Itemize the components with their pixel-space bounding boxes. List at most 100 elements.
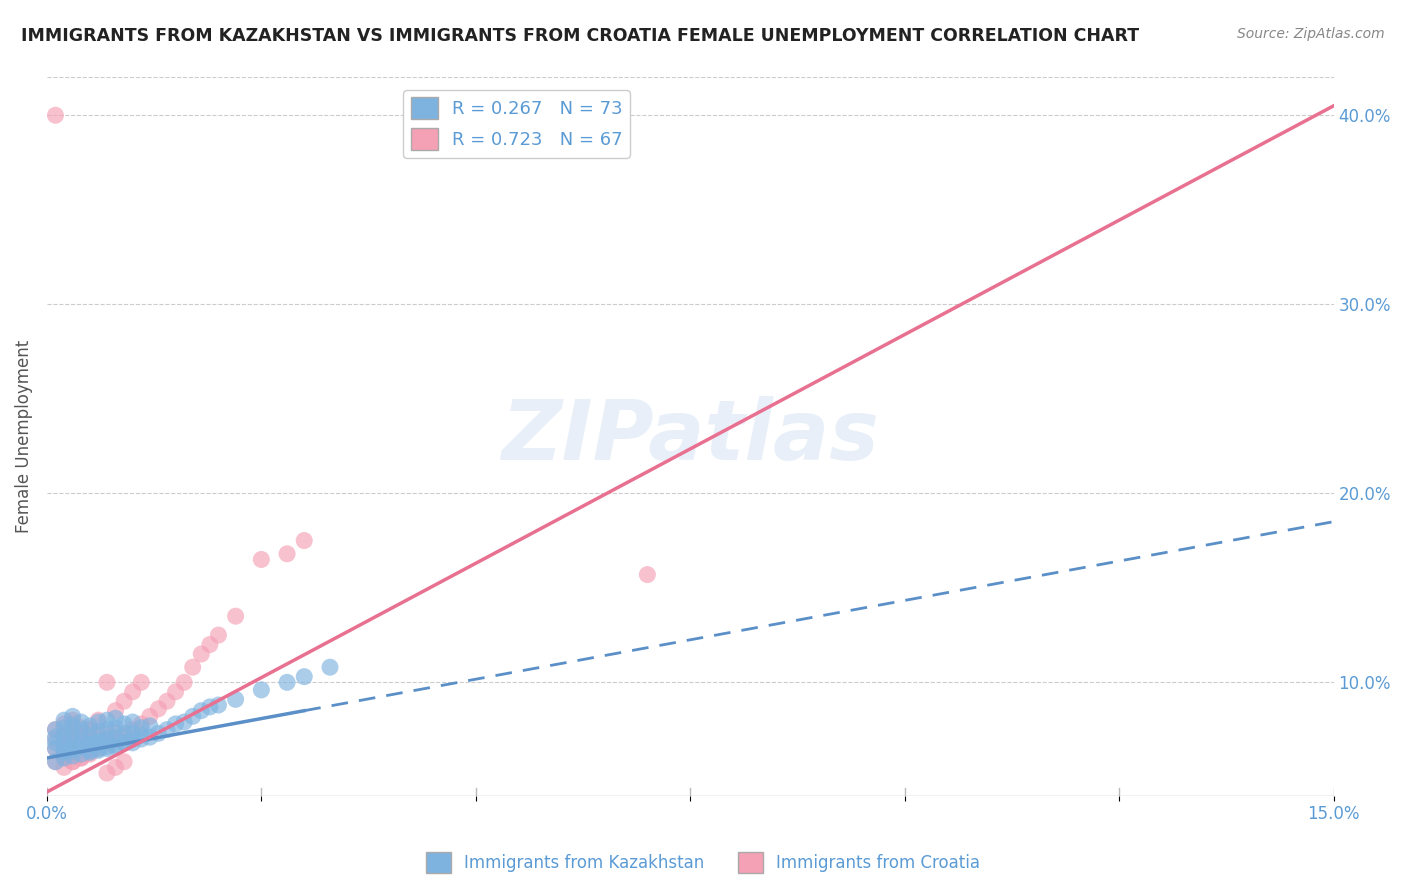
Point — [70, 721, 93, 735]
Point — [53, 743, 76, 757]
Point — [139, 730, 162, 744]
Point — [44, 755, 66, 769]
Point — [121, 685, 143, 699]
Point — [96, 739, 118, 754]
Point — [104, 721, 127, 735]
Point — [225, 692, 247, 706]
Text: IMMIGRANTS FROM KAZAKHSTAN VS IMMIGRANTS FROM CROATIA FEMALE UNEMPLOYMENT CORREL: IMMIGRANTS FROM KAZAKHSTAN VS IMMIGRANTS… — [21, 27, 1139, 45]
Point — [121, 723, 143, 737]
Point — [53, 751, 76, 765]
Point — [112, 694, 135, 708]
Point — [70, 747, 93, 761]
Point — [165, 685, 187, 699]
Point — [70, 739, 93, 754]
Point — [79, 741, 101, 756]
Point — [129, 721, 152, 735]
Point — [62, 755, 84, 769]
Point — [44, 741, 66, 756]
Point — [79, 728, 101, 742]
Point — [87, 734, 110, 748]
Point — [207, 628, 229, 642]
Point — [79, 743, 101, 757]
Point — [53, 745, 76, 759]
Point — [121, 714, 143, 729]
Point — [112, 755, 135, 769]
Point — [148, 702, 170, 716]
Point — [104, 704, 127, 718]
Point — [198, 700, 221, 714]
Point — [121, 736, 143, 750]
Point — [190, 647, 212, 661]
Point — [207, 698, 229, 712]
Point — [70, 730, 93, 744]
Point — [53, 713, 76, 727]
Point — [79, 738, 101, 752]
Point — [104, 726, 127, 740]
Point — [173, 714, 195, 729]
Point — [87, 714, 110, 729]
Point — [53, 726, 76, 740]
Point — [44, 741, 66, 756]
Point — [276, 547, 298, 561]
Point — [112, 726, 135, 740]
Point — [79, 732, 101, 747]
Point — [181, 660, 204, 674]
Point — [44, 730, 66, 744]
Point — [79, 747, 101, 761]
Point — [70, 751, 93, 765]
Point — [96, 732, 118, 747]
Legend: Immigrants from Kazakhstan, Immigrants from Croatia: Immigrants from Kazakhstan, Immigrants f… — [419, 846, 987, 880]
Point — [87, 728, 110, 742]
Point — [190, 704, 212, 718]
Point — [139, 709, 162, 723]
Point — [53, 747, 76, 761]
Y-axis label: Female Unemployment: Female Unemployment — [15, 340, 32, 533]
Point — [319, 660, 342, 674]
Point — [96, 741, 118, 756]
Point — [198, 638, 221, 652]
Point — [62, 741, 84, 756]
Legend: R = 0.267   N = 73, R = 0.723   N = 67: R = 0.267 N = 73, R = 0.723 N = 67 — [404, 90, 630, 158]
Point — [79, 745, 101, 759]
Point — [636, 567, 658, 582]
Point — [96, 726, 118, 740]
Point — [112, 717, 135, 731]
Point — [62, 755, 84, 769]
Point — [129, 732, 152, 747]
Point — [165, 717, 187, 731]
Point — [148, 726, 170, 740]
Point — [62, 739, 84, 754]
Point — [79, 723, 101, 737]
Point — [112, 728, 135, 742]
Point — [62, 713, 84, 727]
Point — [62, 719, 84, 733]
Point — [53, 717, 76, 731]
Point — [87, 741, 110, 756]
Point — [121, 726, 143, 740]
Point — [87, 724, 110, 739]
Point — [62, 726, 84, 740]
Point — [79, 719, 101, 733]
Point — [292, 670, 315, 684]
Point — [96, 766, 118, 780]
Point — [79, 736, 101, 750]
Text: ZIPatlas: ZIPatlas — [502, 396, 879, 477]
Point — [62, 743, 84, 757]
Point — [44, 736, 66, 750]
Point — [87, 738, 110, 752]
Point — [70, 728, 93, 742]
Point — [292, 533, 315, 548]
Point — [87, 741, 110, 756]
Point — [62, 717, 84, 731]
Point — [87, 736, 110, 750]
Point — [62, 709, 84, 723]
Point — [96, 723, 118, 737]
Point — [276, 675, 298, 690]
Point — [70, 732, 93, 747]
Point — [44, 755, 66, 769]
Point — [173, 675, 195, 690]
Point — [96, 736, 118, 750]
Point — [96, 713, 118, 727]
Point — [250, 682, 273, 697]
Point — [96, 734, 118, 748]
